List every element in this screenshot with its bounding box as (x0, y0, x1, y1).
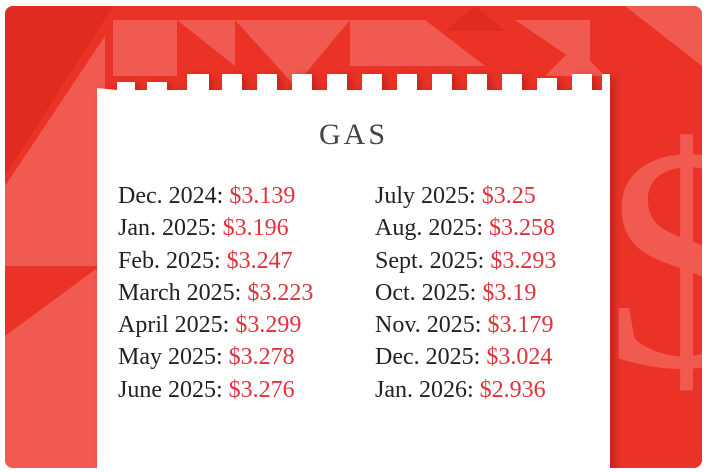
price-list-left: Dec. 2024: $3.139 Jan. 2025: $3.196 Feb.… (118, 180, 313, 406)
price-list-right: July 2025: $3.25 Aug. 2025: $3.258 Sept.… (375, 180, 556, 406)
price-row: Dec. 2024: $3.139 (118, 180, 313, 212)
month-label: July 2025: (375, 183, 476, 209)
price-row: Dec. 2025: $3.024 (375, 341, 556, 373)
price-value: $3.179 (487, 312, 554, 339)
dollar-sign-icon: $ (605, 82, 702, 436)
price-value: $3.25 (481, 183, 536, 209)
price-value: $3.19 (482, 279, 537, 306)
torn-paper-edge (97, 74, 610, 468)
price-value: $2.936 (479, 376, 546, 403)
month-label: May 2025: (118, 344, 223, 371)
month-label: Feb. 2025: (118, 247, 221, 274)
price-value: $3.299 (235, 312, 302, 339)
price-row: Jan. 2026: $2.936 (375, 374, 556, 406)
month-label: Dec. 2024: (118, 183, 224, 209)
price-row: Aug. 2025: $3.258 (375, 212, 556, 244)
month-label: April 2025: (118, 312, 230, 339)
price-value: $3.139 (229, 183, 296, 209)
month-label: Sept. 2025: (375, 247, 485, 274)
month-label: Aug. 2025: (375, 215, 483, 242)
month-label: Jan. 2026: (375, 376, 474, 403)
price-row: June 2025: $3.276 (118, 374, 313, 406)
price-value: $3.276 (228, 376, 295, 403)
price-row: April 2025: $3.299 (118, 309, 313, 341)
notepad-sheet: GAS Dec. 2024: $3.139 Jan. 2025: $3.196 … (97, 68, 610, 468)
month-label: Dec. 2025: (375, 344, 481, 371)
price-value: $3.293 (490, 247, 557, 274)
price-row: Oct. 2025: $3.19 (375, 277, 556, 309)
price-row: Sept. 2025: $3.293 (375, 245, 556, 277)
price-value: $3.247 (226, 247, 293, 274)
month-label: Oct. 2025: (375, 279, 477, 306)
month-label: Jan. 2025: (118, 215, 217, 242)
gas-price-card: $ GAS Dec. 2024: $3.139 Jan. 2025: $3.19… (5, 6, 702, 468)
price-row: Jan. 2025: $3.196 (118, 212, 313, 244)
month-label: June 2025: (118, 376, 223, 403)
geometric-background: $ (5, 6, 702, 468)
price-value: $3.223 (247, 279, 314, 306)
price-row: Nov. 2025: $3.179 (375, 309, 556, 341)
price-value: $3.196 (222, 215, 289, 242)
price-value: $3.024 (486, 344, 553, 371)
price-value: $3.278 (228, 344, 295, 371)
price-row: March 2025: $3.223 (118, 277, 313, 309)
price-row: July 2025: $3.25 (375, 180, 556, 212)
page-title: GAS (318, 118, 388, 151)
price-value: $3.258 (489, 215, 555, 242)
price-row: May 2025: $3.278 (118, 341, 313, 373)
price-row: Feb. 2025: $3.247 (118, 245, 313, 277)
month-label: Nov. 2025: (375, 312, 482, 339)
month-label: March 2025: (118, 279, 242, 306)
